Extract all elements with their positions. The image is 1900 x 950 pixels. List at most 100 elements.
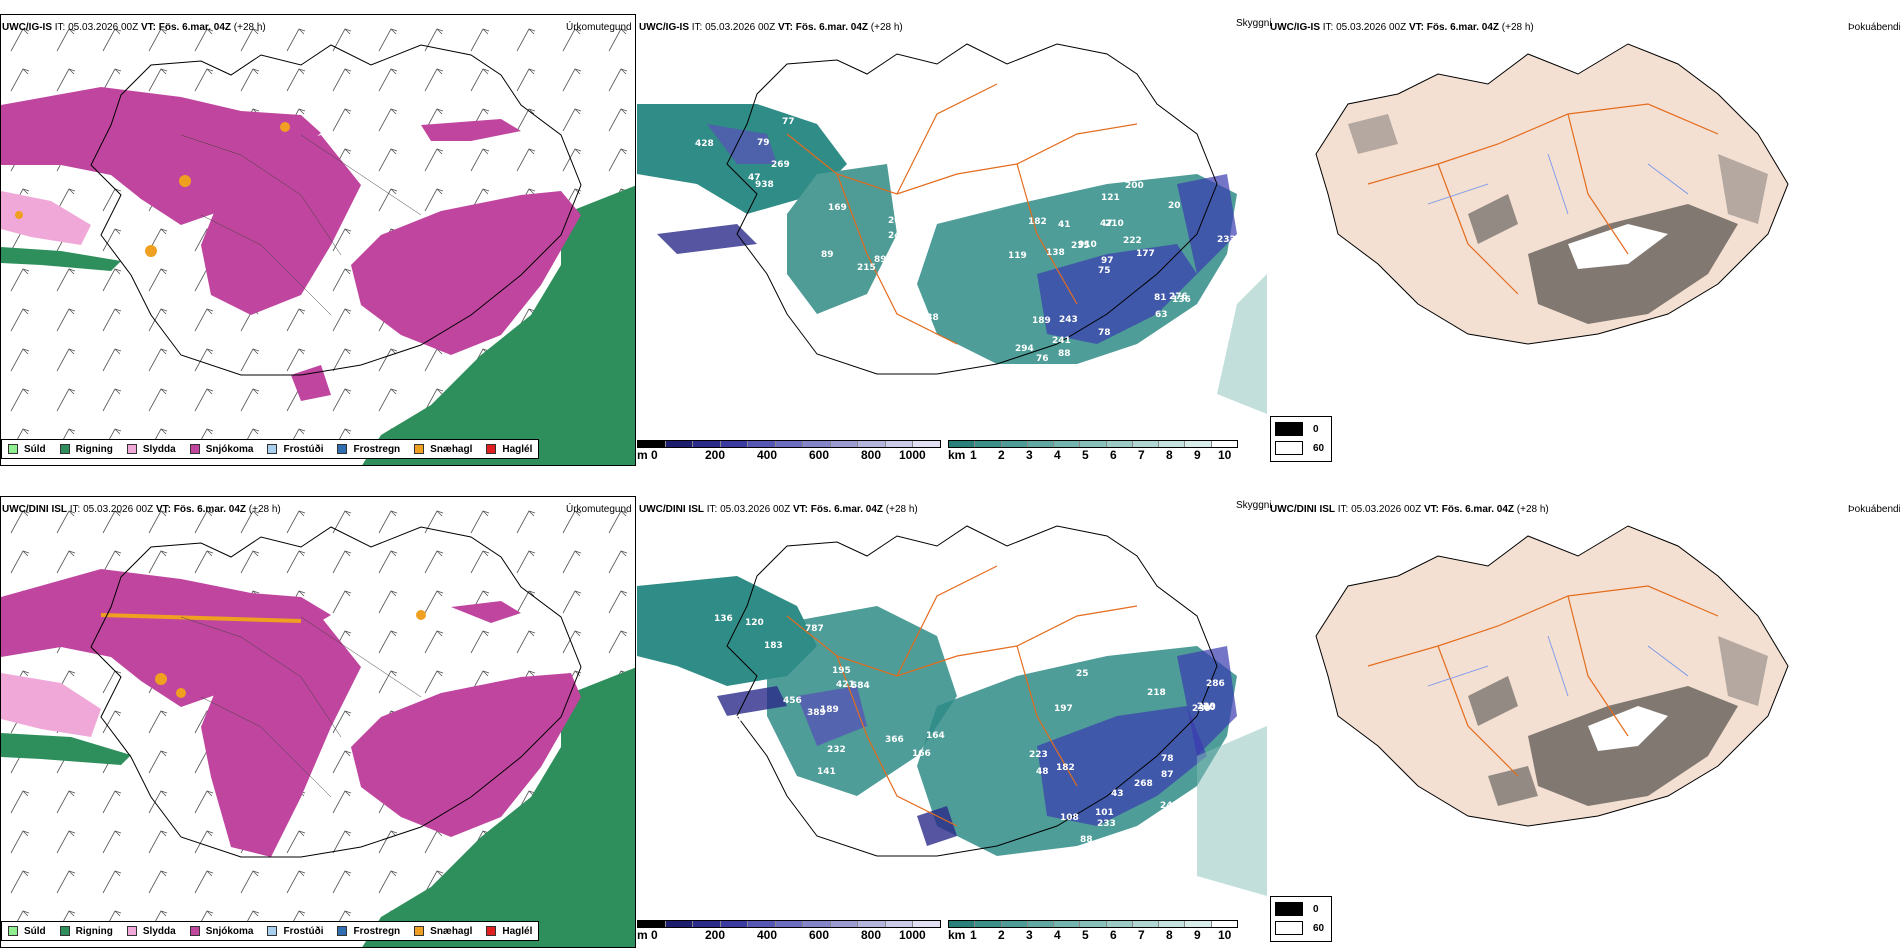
it-value: 05.03.2026 00Z [68, 22, 139, 33]
cloud-base-label: 78 [1098, 328, 1111, 338]
colorbar-tick: 600 [809, 448, 830, 462]
legend-swatch [337, 444, 348, 454]
precip-type-legend-top: Súld Rigning Slydda Snjókoma Frostúði Fr… [1, 439, 539, 459]
cloud-base-label: 141 [817, 767, 836, 777]
cloud-base-label: 87 [1161, 770, 1174, 780]
colorbar-cell [858, 921, 886, 927]
legend-label: Snjókoma [205, 925, 254, 937]
cloud-base-label: 189 [820, 705, 839, 715]
fog-legend-swatch [1275, 921, 1303, 935]
cloud-base-label: 108 [1060, 813, 1079, 823]
legend-label: Frostúði [283, 443, 324, 455]
it-label: IT: [706, 504, 718, 515]
colorbar-tick: 4 [1054, 448, 1061, 462]
colorbar-cell [975, 921, 1002, 927]
cloud-header-top: UWC/IG-IS IT: 05.03.2026 00Z VT: Fös. 6.… [639, 22, 903, 33]
vt-value: Fös. 6.mar. 04Z [173, 504, 247, 515]
it-label: IT: [1322, 22, 1334, 33]
cloud-base-label: 223 [1029, 750, 1048, 760]
colorbar-tick: 400 [757, 448, 778, 462]
colorbar-cell [1054, 921, 1081, 927]
legend-label: Súld [24, 925, 46, 937]
colorbar-ticks: m 0 200 400 600 800 1000 [637, 448, 941, 462]
cloud-base-label: 138 [1046, 248, 1065, 258]
legend-item: Rigning [59, 926, 113, 937]
cloud-base-label: 584 [851, 681, 870, 691]
precip-type-legend-bottom: Súld Rigning Slydda Snjókoma Frostúði Fr… [1, 921, 539, 941]
cloud-base-label: 233 [1217, 235, 1236, 245]
colorbar-tick: 9 [1194, 928, 1201, 942]
legend-swatch [189, 926, 200, 936]
colorbar-cell [1211, 441, 1237, 447]
colorbar-tick: 1 [970, 928, 977, 942]
precip-field-label-top: Úrkomutegund [566, 22, 632, 33]
legend-swatch [486, 444, 497, 454]
cloud-base-label: 164 [926, 731, 945, 741]
legend-item: Slydda [126, 444, 176, 455]
colorbar-tick: 3 [1026, 928, 1033, 942]
cloud-base-label: 210 [1105, 219, 1124, 229]
precip-map-top [1, 15, 635, 465]
fog-legend-swatch [1275, 441, 1303, 455]
legend-label: Frostregn [353, 925, 401, 937]
colorbar-cell [720, 921, 749, 927]
cloud-header-bottom: UWC/DINI ISL IT: 05.03.2026 00Z VT: Fös.… [639, 504, 918, 515]
cloud-base-label: 43 [1111, 789, 1124, 799]
fog-legend-top: 0 60 [1270, 416, 1332, 462]
colorbar-cell [1159, 441, 1186, 447]
lead-time: (+28 h) [1501, 22, 1534, 33]
fog-legend-row: 60 [1275, 441, 1331, 455]
cloud-base-label: 275 [1210, 332, 1229, 342]
precip-field-label-bottom: Úrkomutegund [566, 504, 632, 515]
fog-panel-bottom [1268, 496, 1900, 948]
colorbar-ticks: km 1 2 3 4 5 6 7 8 9 10 [948, 448, 1238, 462]
colorbar-cells [948, 920, 1238, 928]
colorbar-tick: 0 [651, 928, 658, 942]
colorbar-cells [637, 440, 941, 448]
legend-label: Frostúði [283, 925, 324, 937]
lead-time: (+28 h) [885, 504, 918, 515]
it-label: IT: [69, 504, 81, 515]
vt-label: VT: [1408, 22, 1424, 33]
legend-label: Haglél [502, 925, 533, 937]
cloud-base-label: 248 [1160, 801, 1179, 811]
it-label: IT: [54, 22, 66, 33]
vt-value: Fös. 6.mar. 04Z [810, 504, 884, 515]
colorbar-tick: 8 [1166, 448, 1173, 462]
model-name: UWC/IG-IS [2, 22, 52, 33]
it-label: IT: [691, 22, 703, 33]
cloud-base-label: 246 [888, 231, 907, 241]
model-name: UWC/DINI ISL [639, 504, 704, 515]
fog-legend-swatch [1275, 902, 1303, 916]
cloud-base-label: 182 [1056, 763, 1075, 773]
legend-swatch [267, 926, 278, 936]
colorbar-cell [693, 441, 721, 447]
cloud-base-label: 195 [832, 666, 851, 676]
cloud-ceiling-colorbar-top: km 1 2 3 4 5 6 7 8 9 10 [948, 440, 1238, 462]
colorbar-cell [665, 921, 694, 927]
legend-swatch [126, 444, 137, 454]
colorbar-cell [975, 441, 1002, 447]
cloud-base-label: 235 [1071, 241, 1090, 251]
colorbar-tick: 800 [861, 448, 882, 462]
colorbar-cell [830, 921, 859, 927]
colorbar-tick: 800 [861, 928, 882, 942]
legend-item: Frostregn [337, 926, 400, 937]
vt-label: VT: [792, 504, 808, 515]
legend-swatch [337, 926, 348, 936]
cloud-base-label: 101 [1095, 808, 1114, 818]
legend-swatch [59, 444, 70, 454]
cloud-base-label: 41 [1058, 220, 1071, 230]
colorbar-cell [1054, 441, 1081, 447]
cloud-base-label: 169 [828, 203, 847, 213]
cloud-base-label: 330 [690, 221, 709, 231]
colorbar-tick: 9 [1194, 448, 1201, 462]
vt-value: Fös. 6.mar. 04Z [1426, 22, 1500, 33]
cloud-ceiling-colorbar-bottom: km 1 2 3 4 5 6 7 8 9 10 [948, 920, 1238, 942]
cloud-base-label: 787 [805, 624, 824, 634]
cloud-labels-top: 938 428 47 330 269 248 77 79 202 895 169 138 89 75 215… [690, 117, 1236, 364]
colorbar-cells [637, 920, 941, 928]
colorbar-cell [748, 921, 776, 927]
vt-label: VT: [155, 504, 171, 515]
cloud-base-label: 218 [1147, 688, 1166, 698]
